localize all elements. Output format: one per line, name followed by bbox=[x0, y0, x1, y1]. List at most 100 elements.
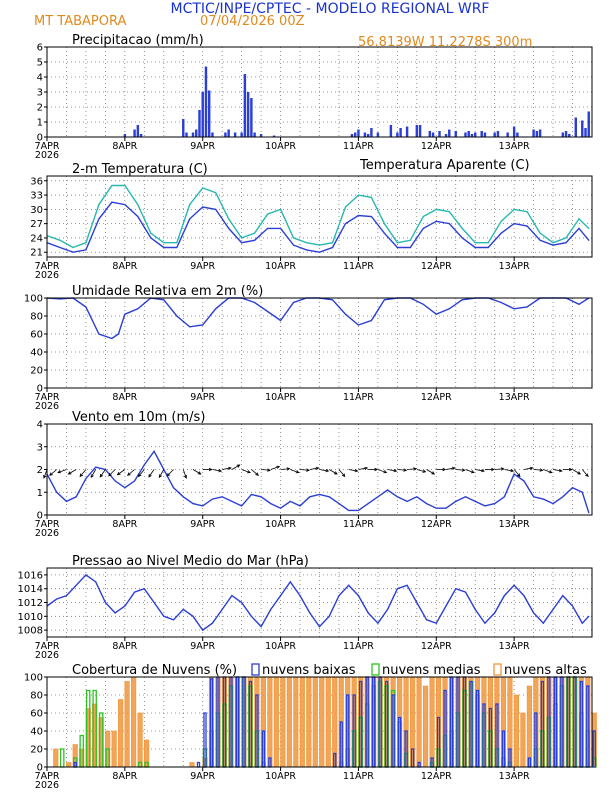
humidity-data-point bbox=[448, 308, 450, 310]
temperature-data-point bbox=[254, 239, 256, 241]
wind-series-velocidade-do-vento bbox=[46, 449, 590, 513]
temperature-data-point bbox=[487, 246, 489, 249]
wind-data-point bbox=[513, 473, 515, 475]
wind-ytick-label: 0 bbox=[37, 511, 43, 522]
pressure-data-point bbox=[455, 588, 457, 590]
pressure-xtick-label: 7APR bbox=[35, 641, 60, 652]
humidity-data-point bbox=[254, 301, 256, 304]
humidity-data-point bbox=[513, 308, 515, 310]
wind-xtick-label: 7APR bbox=[35, 519, 60, 530]
temperature-grid bbox=[47, 176, 592, 257]
precipitation-ytick-label: 0 bbox=[37, 133, 43, 144]
pressure-data-point bbox=[542, 622, 544, 624]
humidity-data-point bbox=[111, 337, 113, 340]
wind-arrow bbox=[127, 469, 135, 476]
wind-arrow bbox=[513, 469, 521, 477]
wind-data-point bbox=[484, 505, 486, 507]
temperature-xtick-label: 9APR bbox=[190, 261, 215, 272]
cloud-cover-ytick-label: 60 bbox=[30, 709, 43, 720]
humidity-xtick-label: 8APR bbox=[112, 392, 137, 403]
temperature-data-point bbox=[526, 225, 528, 227]
wind-data-point bbox=[270, 503, 272, 505]
temperature-data-point bbox=[396, 242, 398, 244]
precipitation-bar bbox=[250, 98, 253, 137]
cloud-bar-nuvens-altas bbox=[273, 676, 279, 768]
wind-arrow bbox=[68, 469, 77, 475]
precipitation-bar bbox=[376, 132, 380, 137]
wind-data-point bbox=[124, 487, 126, 489]
cloud-cover-frame bbox=[46, 676, 593, 768]
precipitation-grid bbox=[47, 47, 592, 137]
wind-arrow bbox=[138, 469, 145, 477]
cloud-bar-nuvens-altas bbox=[53, 748, 59, 768]
cloud-bar-nuvens-altas bbox=[280, 676, 286, 768]
cloud-bar-nuvens-altas bbox=[416, 676, 422, 768]
temperature-data-point bbox=[461, 227, 463, 230]
precipitation-ytick-label: 4 bbox=[37, 73, 43, 84]
wind-arrow-head bbox=[228, 466, 232, 471]
humidity-data-point bbox=[279, 319, 282, 322]
precipitation-xtick-label: 12APR bbox=[421, 141, 452, 152]
precipitation-ytick-label: 3 bbox=[37, 88, 43, 99]
wind-arrow-head bbox=[255, 472, 259, 476]
precipitation-bar bbox=[448, 129, 451, 137]
wind-frame bbox=[46, 423, 593, 516]
humidity-xtick-label: 9APR bbox=[190, 392, 215, 403]
wind-data-point bbox=[455, 500, 457, 502]
wind-arrow-head bbox=[208, 467, 213, 472]
wind-arrow-head bbox=[413, 467, 417, 471]
wind-data-point bbox=[416, 496, 418, 498]
wind-arrow-head bbox=[137, 473, 142, 478]
wind-arrow-head bbox=[43, 474, 47, 479]
cloud-cover-title: Cobertura de Nuvens (%) bbox=[72, 663, 237, 678]
wind-title: Vento em 10m (m/s) bbox=[72, 410, 205, 425]
precipitation-bar bbox=[454, 131, 457, 137]
wind-arrow-head bbox=[247, 470, 251, 474]
precipitation-bar bbox=[473, 132, 477, 137]
legend-label-nuvens-baixas: nuvens baixas bbox=[262, 663, 356, 678]
precipitation-bar bbox=[211, 132, 214, 137]
precipitation-xtick-label: 8APR bbox=[112, 141, 137, 152]
temperature-data-point bbox=[59, 246, 61, 249]
temperature-data-point bbox=[124, 184, 126, 187]
precipitation-bar bbox=[399, 128, 402, 137]
humidity-xtick-label: 13APR bbox=[499, 392, 530, 403]
temperature-data-point bbox=[370, 196, 373, 199]
cloud-bar-nuvens-altas bbox=[131, 676, 137, 768]
temperature-data-point bbox=[305, 242, 308, 244]
pressure-data-point bbox=[104, 601, 106, 604]
humidity-data-point bbox=[344, 313, 347, 315]
pressure-data-point bbox=[182, 608, 184, 611]
wind-arrow-head bbox=[491, 467, 495, 472]
pressure-ytick-label: 1014 bbox=[18, 584, 43, 595]
precipitation-bar bbox=[353, 132, 357, 137]
precipitation-bar bbox=[396, 132, 399, 137]
wind-arrow-head bbox=[510, 468, 515, 473]
pressure-data-point bbox=[562, 595, 564, 597]
pressure-data-point bbox=[65, 595, 68, 597]
legend-swatch-nuvens-altas bbox=[493, 663, 502, 676]
humidity-data-point bbox=[215, 308, 217, 310]
wind-arrow-head bbox=[517, 473, 521, 478]
cloud-bar-nuvens-altas bbox=[423, 685, 429, 768]
humidity-data-point bbox=[202, 324, 204, 326]
precipitation-bar bbox=[233, 132, 237, 137]
temperature-data-point bbox=[435, 208, 437, 210]
temperature-data-point bbox=[176, 246, 178, 249]
temperature-data-point bbox=[526, 211, 528, 213]
temperature-ytick-label: 24 bbox=[30, 233, 43, 244]
wind-arrow bbox=[455, 469, 465, 471]
wind-data-point bbox=[387, 489, 389, 491]
pressure-xtick-label: 13APR bbox=[499, 641, 530, 652]
wind-arrow-head bbox=[79, 473, 84, 478]
temperature-data-point bbox=[513, 208, 515, 210]
wind-arrow-head bbox=[57, 470, 62, 474]
wind-data-point bbox=[133, 480, 136, 482]
humidity-ytick-label: 20 bbox=[30, 366, 43, 377]
pressure-data-point bbox=[406, 584, 408, 586]
temperature-data-point bbox=[150, 237, 152, 239]
pressure-xtick-label: 12APR bbox=[421, 641, 452, 652]
wind-arrow-head bbox=[374, 467, 379, 472]
